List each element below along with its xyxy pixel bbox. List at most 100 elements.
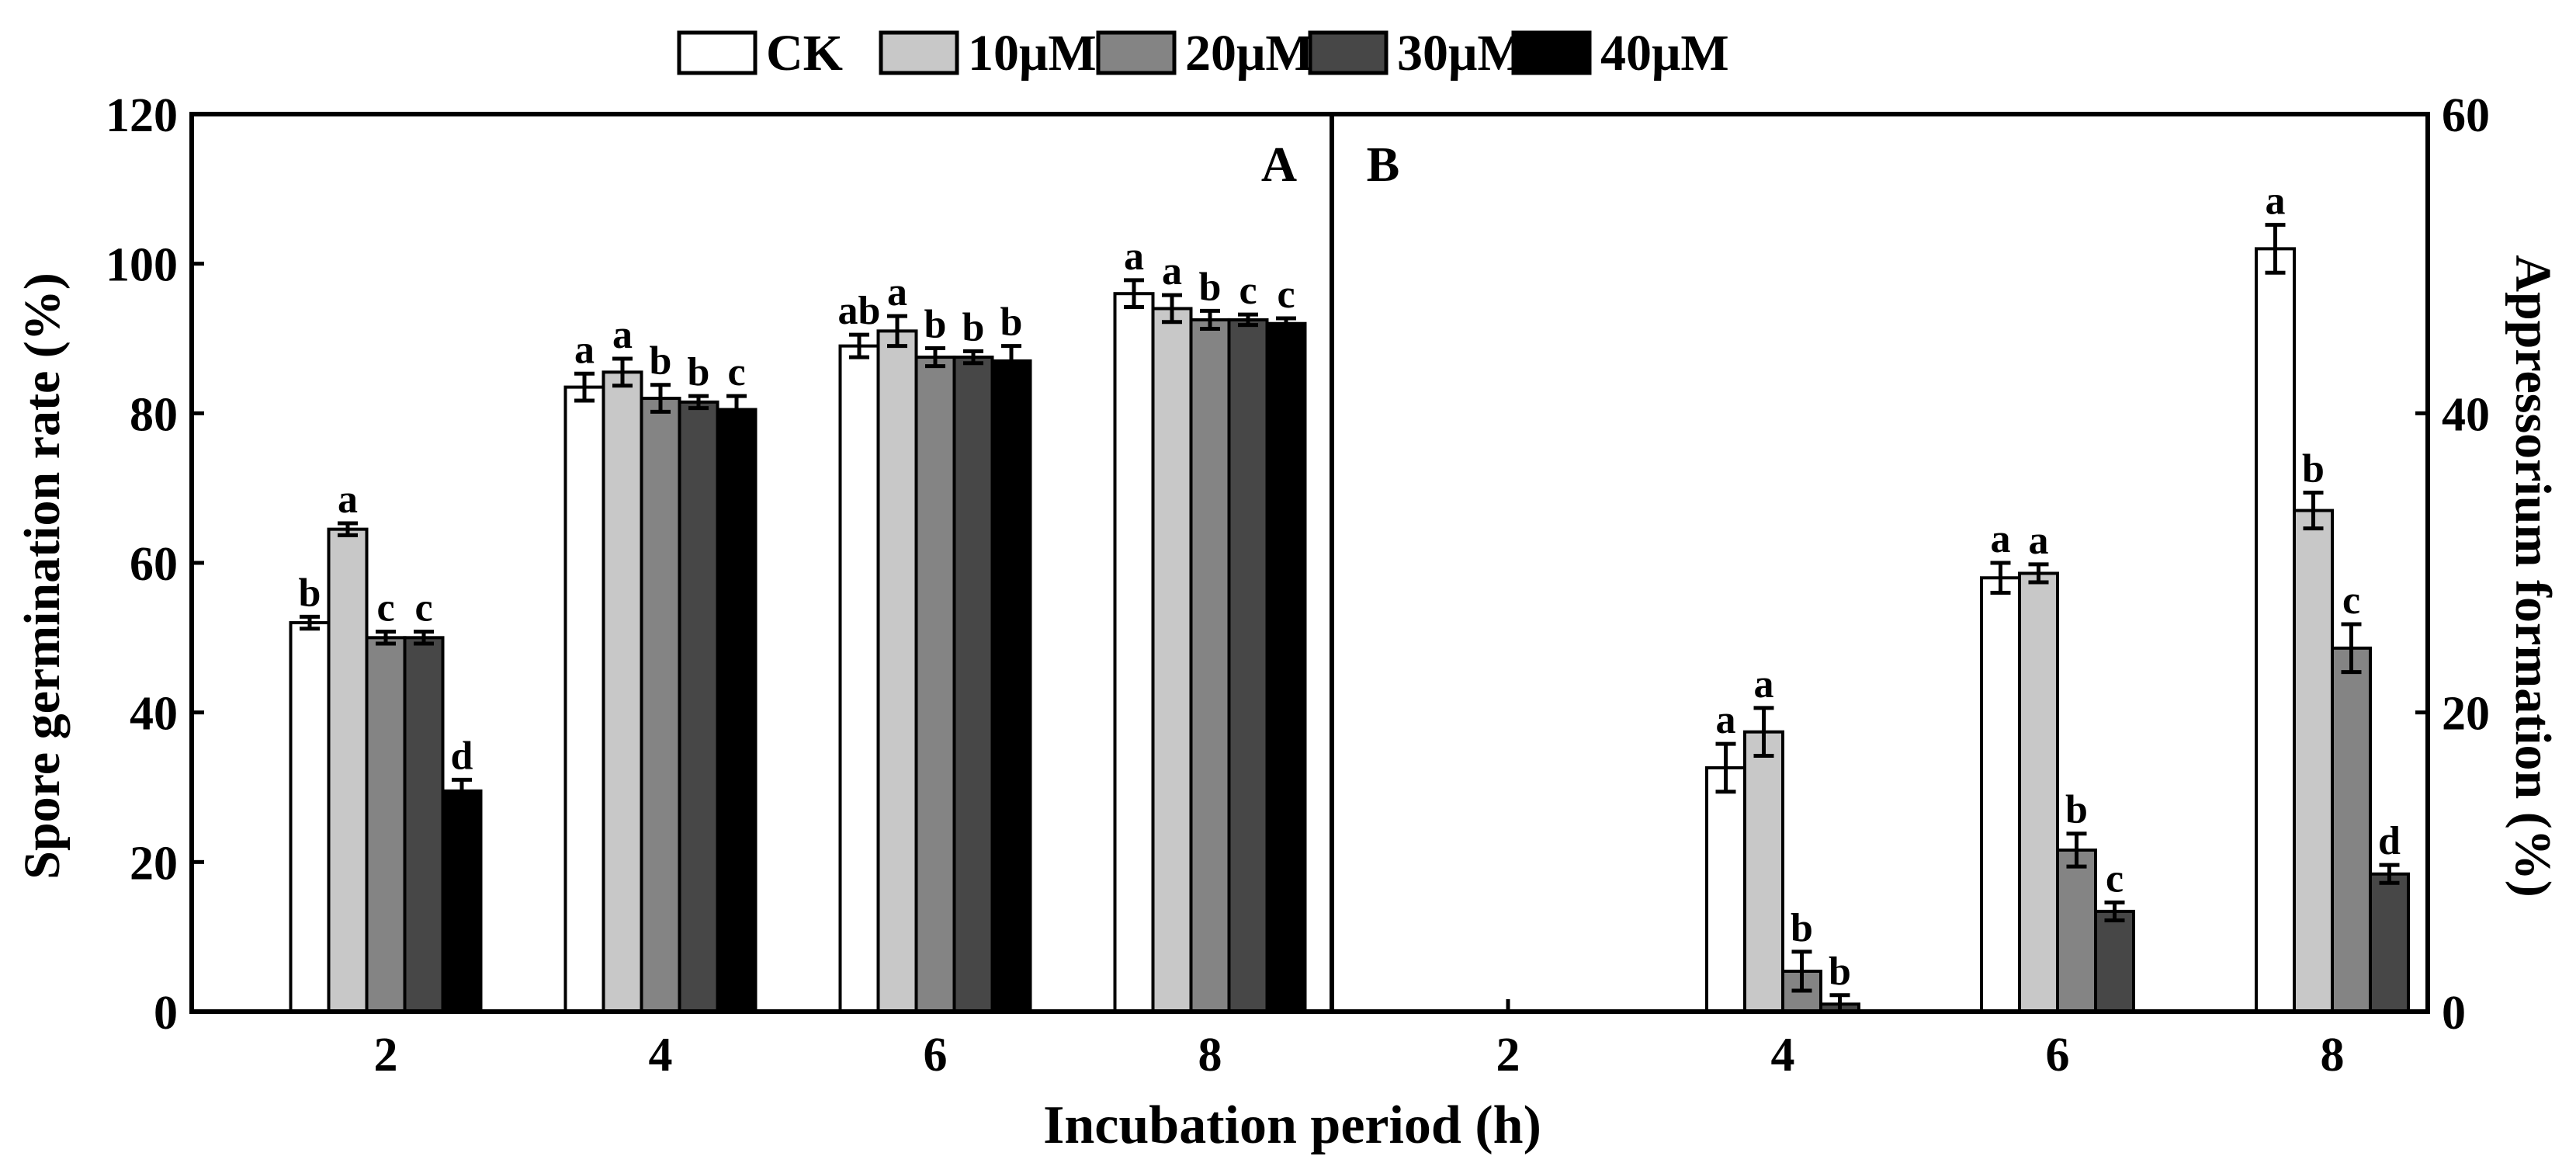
significance-letter: b bbox=[2065, 788, 2088, 832]
y-tick-label: 0 bbox=[2442, 987, 2466, 1040]
bar bbox=[914, 356, 956, 1014]
y-tick-label: 20 bbox=[2442, 688, 2490, 741]
bar bbox=[876, 329, 918, 1014]
x-tick-label: 4 bbox=[1771, 1029, 1795, 1081]
y-tick-label: 40 bbox=[2442, 388, 2490, 441]
y-tick-label: 60 bbox=[2442, 89, 2490, 142]
bar bbox=[2293, 509, 2334, 1013]
significance-letter: a bbox=[2029, 519, 2049, 563]
bar bbox=[990, 359, 1032, 1013]
significance-letter: c bbox=[727, 350, 745, 394]
bar bbox=[441, 789, 483, 1013]
bar bbox=[1227, 318, 1269, 1013]
bar bbox=[838, 344, 880, 1013]
panel-label-a: A bbox=[1261, 137, 1297, 192]
x-tick-label: 4 bbox=[649, 1029, 673, 1081]
y-tick-label: 100 bbox=[106, 239, 178, 292]
bar bbox=[602, 370, 643, 1014]
significance-letter: a bbox=[1991, 517, 2011, 561]
legend: CK 10μM 20μM 30μM 40μM bbox=[677, 25, 1729, 82]
legend-label: 10μM bbox=[968, 25, 1097, 82]
legend-label: 30μM bbox=[1397, 25, 1526, 82]
significance-letter: b bbox=[650, 339, 672, 384]
bar bbox=[2056, 848, 2097, 1014]
legend-label: 40μM bbox=[1600, 25, 1729, 82]
significance-letter: a bbox=[338, 477, 358, 522]
bar bbox=[2331, 646, 2372, 1013]
significance-letter: c bbox=[376, 586, 394, 630]
significance-letter: c bbox=[1239, 269, 1257, 313]
significance-letter: d bbox=[2378, 819, 2401, 863]
significance-letter: c bbox=[2106, 856, 2124, 901]
bar bbox=[327, 527, 369, 1013]
bar bbox=[1189, 318, 1231, 1013]
legend-label: 20μM bbox=[1185, 25, 1314, 82]
x-tick-label: 2 bbox=[1496, 1029, 1520, 1081]
y-tick-label: 40 bbox=[130, 688, 178, 741]
legend-swatch bbox=[1096, 30, 1177, 75]
legend-swatch bbox=[677, 30, 758, 75]
bar bbox=[1151, 307, 1193, 1013]
significance-letter: b bbox=[1829, 949, 1851, 994]
bar bbox=[2094, 909, 2135, 1013]
bar bbox=[2018, 571, 2059, 1013]
significance-letter: d bbox=[451, 734, 473, 778]
x-tick-label: 6 bbox=[924, 1029, 948, 1081]
bar bbox=[2255, 247, 2296, 1013]
x-tick-label: 8 bbox=[1198, 1029, 1222, 1081]
significance-letter: a bbox=[1716, 698, 1736, 742]
significance-letter: a bbox=[1162, 249, 1182, 293]
bar bbox=[563, 385, 605, 1014]
y-tick-label: 0 bbox=[154, 987, 178, 1040]
significance-letter: ab bbox=[838, 289, 881, 333]
significance-letter: b bbox=[299, 571, 321, 615]
significance-letter: b bbox=[2302, 446, 2325, 491]
significance-letter: c bbox=[1277, 273, 1295, 317]
bar bbox=[952, 356, 994, 1014]
significance-letter: a bbox=[612, 313, 633, 357]
significance-letter: a bbox=[1124, 234, 1144, 279]
legend-swatch bbox=[1308, 30, 1389, 75]
significance-letter: a bbox=[887, 270, 907, 314]
x-tick-label: 8 bbox=[2321, 1029, 2345, 1081]
bar bbox=[1980, 576, 2021, 1013]
significance-letter: b bbox=[1199, 265, 1222, 309]
bar bbox=[1705, 765, 1746, 1013]
y-tick-label: 60 bbox=[130, 538, 178, 591]
bar bbox=[1265, 321, 1307, 1013]
significance-letter: b bbox=[1791, 906, 1813, 950]
significance-letter: b bbox=[924, 303, 947, 347]
bar bbox=[640, 397, 681, 1013]
panel-b-frame bbox=[1330, 112, 2430, 1014]
x-tick-label: 6 bbox=[2046, 1029, 2070, 1081]
bar bbox=[678, 400, 719, 1013]
significance-letter: b bbox=[1000, 300, 1023, 345]
panel-label-b: B bbox=[1367, 137, 1400, 192]
bar bbox=[365, 636, 407, 1013]
bar bbox=[716, 408, 758, 1013]
legend-swatch bbox=[879, 30, 959, 75]
significance-letter: b bbox=[962, 305, 985, 349]
y-tick-label: 120 bbox=[106, 89, 178, 142]
significance-letter: a bbox=[574, 328, 595, 372]
significance-letter: a bbox=[1754, 662, 1774, 706]
significance-letter: a bbox=[2266, 179, 2286, 224]
bar bbox=[2369, 872, 2410, 1014]
significance-letter: c bbox=[414, 586, 432, 630]
legend-swatch bbox=[1511, 30, 1592, 75]
y-axis-label-left: Spore germination rate (%) bbox=[14, 273, 71, 879]
legend-label: CK bbox=[766, 25, 843, 82]
x-tick-label: 2 bbox=[374, 1029, 398, 1081]
y-axis-label-right: Appressorium formation (%) bbox=[2505, 255, 2561, 897]
x-axis-label: Incubation period (h) bbox=[1043, 1095, 1541, 1155]
bar bbox=[403, 636, 445, 1013]
significance-letter: c bbox=[2342, 578, 2360, 623]
significance-letter: b bbox=[688, 350, 710, 394]
y-tick-label: 80 bbox=[130, 388, 178, 441]
bar bbox=[1113, 292, 1155, 1013]
y-tick-label: 20 bbox=[130, 837, 178, 890]
bar bbox=[1743, 730, 1784, 1013]
bar bbox=[289, 621, 331, 1013]
